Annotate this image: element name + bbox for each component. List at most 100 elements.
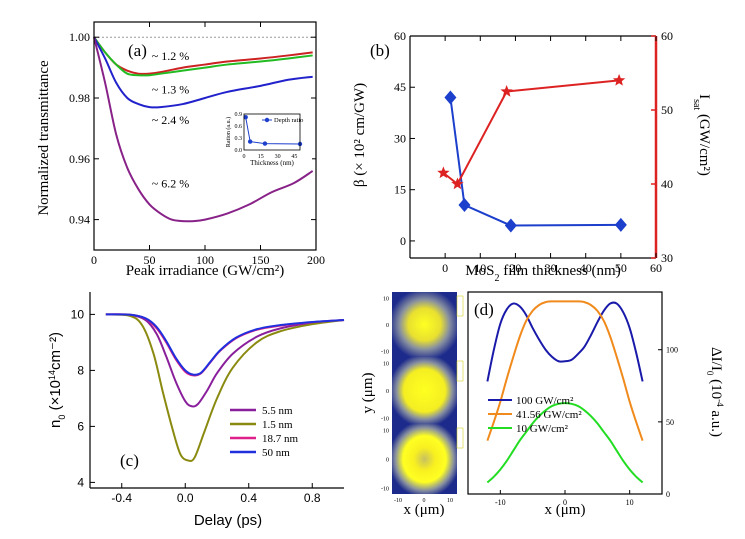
y-axis-label-c-end: cm⁻²) [47,332,64,370]
x-tick-label-b: 40 [580,261,592,275]
plot-frame-d [467,291,663,495]
x-tick-label-a: 200 [307,253,325,267]
annotation-a: ~ 6.2 % [152,177,190,191]
y-axis-label-d-sup: -4 [715,399,725,407]
x-axis-label-a: Peak irradiance (GW/cm²) [126,263,285,279]
image-x-tick-label: 10 [447,498,453,504]
intensity-images: 10 0 -10 10 0 -10 10 0 -10 -10 0 10 y (μm) x (μm) [360,292,464,518]
series-line-d-0 [486,301,644,382]
y-tick-label-b-left: 45 [394,80,406,94]
series-line-b-right [442,79,620,186]
inset-point [262,141,268,146]
x-tick-label-b: 30 [545,261,557,275]
legend-label-d: 100 GW/cm² [516,395,574,407]
star-marker-b [500,85,513,97]
image-y-tick-label: -10 [381,350,389,356]
y-tick-label-a: 1.00 [69,30,90,44]
colorbar-fragment-3 [456,427,464,449]
inset-y-tick-label: 0.0 [235,148,243,154]
diamond-marker-b [458,198,471,213]
y-tick-label-d: 100 [666,346,678,355]
inset-y-tick-label: 0.3 [235,136,243,142]
x-tick-label-b: 60 [650,261,662,275]
x-tick-label-c: 0.8 [304,491,321,505]
y-axis-label-b-right-sub: sat [692,99,703,110]
series-line-a-1 [93,36,313,77]
colorbar-fragment-1 [456,295,464,317]
legend-label-c: 5.5 nm [262,405,293,417]
y-axis-label-d-rest: (10 [708,375,724,399]
image-x-tick-label: -10 [394,498,402,504]
image-y-tick-label: -10 [381,417,389,423]
series-line-a-2 [93,36,313,109]
series-line-c-0 [105,313,345,408]
inset-y-tick-label: 0.6 [235,124,243,130]
legend-d: 100 GW/cm² 41.56 GW/cm² 10 GW/cm² [488,395,582,435]
image-y-tick-label: 10 [383,297,389,303]
series-line-c-1 [105,313,345,462]
inset-y-label: Ration (a.u.) [225,117,232,147]
x-tick-label-a: 100 [196,253,214,267]
star-marker-b [451,177,464,190]
x-tick-label-c: 0.4 [240,491,257,505]
x-tick-label-d: 10 [626,498,634,507]
y-tick-label-c: 4 [77,475,84,489]
inset-frame [243,113,301,151]
y-axis-label-d-sub: 0 [705,371,715,376]
panel-label-d: (d) [474,300,494,319]
series-line-d-2 [486,402,644,484]
legend-label-c: 18.7 nm [262,433,299,445]
x-axis-label-c: Delay (ps) [194,512,262,529]
x-tick-label-d: 0 [563,498,567,507]
y-tick-label-b-left: 15 [394,183,406,197]
image-y-tick-label: 10 [383,429,389,435]
x-tick-label-b: 10 [474,261,486,275]
y-tick-label-b-right: 30 [661,251,673,265]
inset-x-label: Thickness (nm) [250,159,294,167]
colorbar-fragment-2 [456,360,464,382]
panel-c: -0.4 0.0 0.4 0.8 4 6 8 10 (c) 5.5 nm 1.5 nm 18.7 … [47,292,345,529]
x-axis-label-b-main: MoS [465,263,494,279]
x-tick-label-a: 50 [144,253,156,267]
y-axis-label-c-main: n [47,420,64,428]
y-tick-label-a: 0.96 [69,152,90,166]
y-tick-label-b-left: 0 [400,234,406,248]
x-tick-label-c: -0.4 [111,491,132,505]
annotation-a: ~ 1.2 % [152,49,190,63]
x-tick-label-b: 20 [509,261,521,275]
x-axis-label-b-rest: film thickness (nm) [499,263,620,279]
y-axis-label-b-right-rest: (GW/cm²) [696,110,712,176]
x-tick-label-a: 150 [252,253,270,267]
inset-x-tick-label: 0 [243,154,246,160]
image-y-tick-label: 0 [386,389,389,395]
x-axis-label-b: MoS2 film thickness (nm) [465,263,620,284]
inset-line [245,117,301,145]
x-axis-label-b-sub: 2 [494,273,499,284]
y-tick-label-b-right: 60 [661,29,673,43]
image-y-tick-label: 0 [386,458,389,464]
y-axis-label-c: n0 (×1014cm⁻²) [47,332,67,428]
x-tick-label-d: -10 [495,498,506,507]
inset-x-tick-label: 15 [258,154,264,160]
diamond-marker-b [444,90,457,105]
y-tick-label-c: 10 [71,307,85,321]
y-axis-label-b-right: Isat (GW/cm²) [692,94,713,176]
y-axis-label-c-sup: 14 [47,370,57,380]
star-marker-b [437,166,450,179]
y-axis-label-a: Normalized transmittance [36,60,52,216]
image-y-tick-label: 0 [386,323,389,329]
y-axis-label-d-end: a.u.) [708,407,724,437]
inset-x-tick-label: 30 [275,154,281,160]
series-line-c-3 [105,313,345,376]
y-tick-label-a: 0.98 [69,91,90,105]
y-tick-label-a: 0.94 [69,213,90,227]
intensity-image-2 [392,357,457,424]
inset-point [247,139,253,144]
inset-point [243,115,248,120]
legend-label-d: 41.56 GW/cm² [516,409,582,421]
y-tick-label-d: 0 [666,490,670,499]
